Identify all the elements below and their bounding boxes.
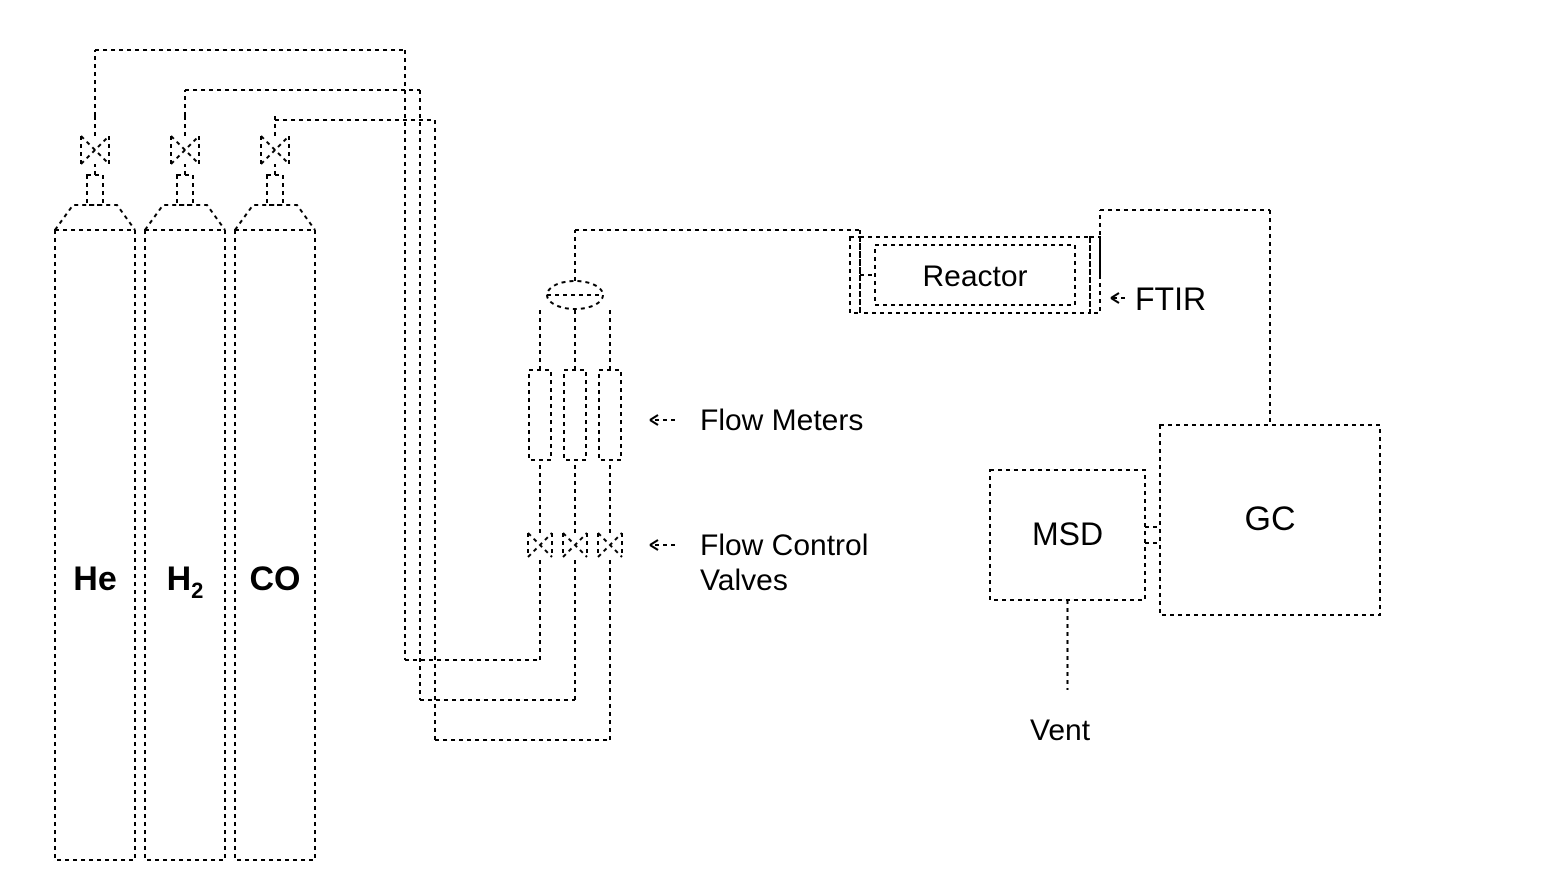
msd-label: MSD [1032,516,1103,552]
valves-label: Valves [700,564,788,597]
flow-control-label: Flow Control [700,529,868,562]
cylinder-body [235,230,315,860]
reactor-endcap [850,237,860,313]
flow-meters-label: Flow Meters [700,404,863,437]
process-flow-diagram: He H2 CO Reactor FTIR GC MSD Vent Flow Meters Flo… [0,0,1558,881]
flow-meter [564,370,586,460]
cylinder-valve-icon [81,136,109,164]
flow-control-valve-icon [528,533,552,557]
cylinder-label-he: He [73,560,116,598]
cylinder-body [145,230,225,860]
cylinder-neck [177,175,193,205]
cylinder-body [55,230,135,860]
flow-control-valve-icon [598,533,622,557]
reactor-label: Reactor [922,260,1027,293]
reactor-endcap [1090,237,1100,313]
gc-label: GC [1245,500,1296,538]
cylinder-neck [267,175,283,205]
cylinder-shoulder [145,205,225,230]
cylinder-label-h2: H2 [167,560,204,603]
ftir-label: FTIR [1135,281,1206,317]
flow-meter [599,370,621,460]
cylinder-neck [87,175,103,205]
cylinder-label-co: CO [250,560,301,598]
cylinder-shoulder [235,205,315,230]
cylinder-shoulder [55,205,135,230]
cylinder-valve-icon [171,136,199,164]
vent-label: Vent [1030,714,1091,747]
cylinder-valve-icon [261,136,289,164]
flow-meter [529,370,551,460]
flow-control-valve-icon [563,533,587,557]
